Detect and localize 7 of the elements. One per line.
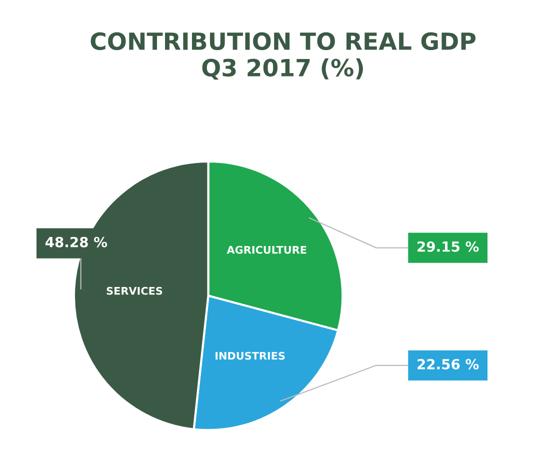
slice-label: INDUSTRIES bbox=[216, 352, 285, 360]
data-label: 48.28 % bbox=[45, 236, 108, 248]
data-label: 22.56 % bbox=[418, 358, 479, 370]
slice-label: AGRICULTURE bbox=[226, 246, 306, 254]
slice-label: SERVICES bbox=[106, 286, 162, 295]
chart-title: CONTRIBUTION TO REAL GDP Q3 2017 (%) bbox=[90, 32, 476, 80]
data-label: 29.15 % bbox=[418, 241, 479, 252]
